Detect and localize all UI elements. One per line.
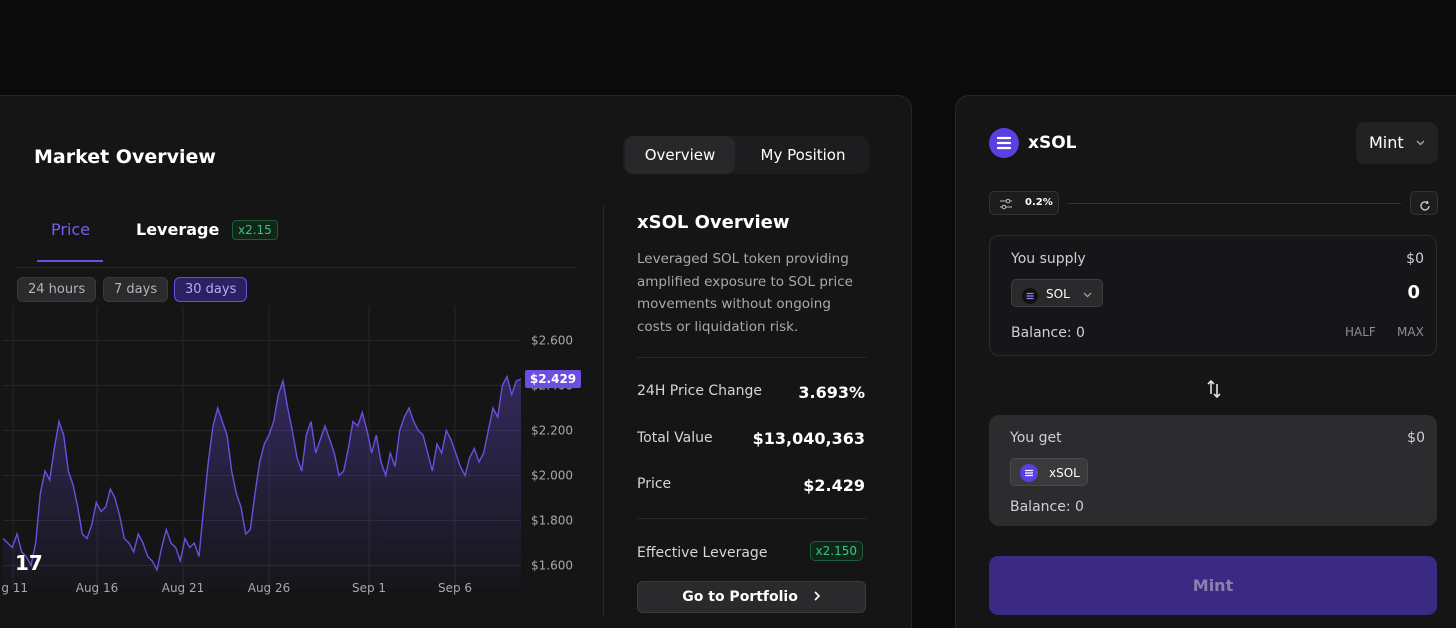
mint-panel: xSOL Mint 0.2% You supply $0 SOL [955,95,1456,628]
market-overview-title: Market Overview [34,146,216,168]
get-token-name: xSOL [1049,466,1080,480]
tab-leverage[interactable]: Leverage [136,220,220,239]
half-button[interactable]: HALF [1345,325,1376,339]
max-button[interactable]: MAX [1397,325,1424,339]
refresh-button[interactable] [1410,191,1438,215]
tab-my-position[interactable]: My Position [760,146,846,164]
current-price-tag [525,369,581,388]
tab-overview[interactable]: Overview [625,136,735,174]
y-tick-label: $1.800 [531,514,573,528]
get-box: You get $0 xSOL Balance: 0 [989,415,1437,526]
price-line [2,374,522,573]
supply-amount-input[interactable] [1260,282,1420,303]
chevron-down-icon [1416,122,1425,164]
y-tick-label: $2.000 [531,469,573,483]
get-label: You get [1010,430,1062,446]
mint-button[interactable]: Mint [989,556,1437,615]
supply-usd-value: $0 [1406,251,1424,267]
sol-token-icon [1022,286,1038,314]
chevron-right-icon [813,589,821,605]
stat-value-total-value: $13,040,363 [752,429,865,448]
vertical-divider [603,206,604,616]
y-tick-label: $1.600 [531,559,573,573]
overview-description: Leveraged SOL token providing amplified … [637,251,853,335]
stat-value-price-change: 3.693% [798,383,865,402]
chart-tabs: Price Leverage x2.15 [17,206,575,268]
market-overview-panel: Market Overview Overview My Position Pri… [0,95,912,628]
stat-label-price: Price [637,476,672,492]
xsol-token-icon [1020,464,1038,492]
swap-arrows-icon[interactable] [1202,377,1226,401]
supply-token-name: SOL [1046,287,1070,301]
effective-leverage-badge: x2.150 [809,541,863,561]
y-tick-label: $2.600 [531,334,573,348]
mode-dropdown-value: Mint [1369,133,1404,152]
active-tab-underline [37,260,103,262]
stat-label-price-change: 24H Price Change [637,383,762,399]
divider [637,357,866,358]
effective-leverage-label: Effective Leverage [637,545,768,561]
tradingview-logo-icon: 17 [15,551,43,575]
slippage-value: 0.2% [1025,197,1053,208]
stat-label-total-value: Total Value [637,430,713,446]
get-balance: Balance: 0 [1010,499,1084,515]
overview-segmented-control: Overview My Position [623,136,869,174]
mode-dropdown[interactable]: Mint [1356,122,1438,164]
chevron-down-icon [1083,280,1092,308]
get-token-pill: xSOL [1010,458,1088,486]
y-tick-label: $2.200 [531,424,573,438]
slippage-button[interactable]: 0.2% [989,191,1059,215]
supply-label: You supply [1011,251,1086,267]
xsol-logo-icon [989,128,1019,158]
go-to-portfolio-button[interactable]: Go to Portfolio [637,581,866,613]
price-area [3,376,521,588]
range-7d-button[interactable]: 7 days [103,277,169,302]
refresh-icon [1419,197,1431,216]
leverage-badge: x2.15 [232,220,278,240]
supply-box: You supply $0 SOL Balance: 0 HALF MAX [989,235,1437,356]
price-chart[interactable]: $2.600$2.400$2.200$2.000$1.800$1.600ıg 1… [1,306,593,606]
overview-title: xSOL Overview [637,212,790,233]
range-24h-button[interactable]: 24 hours [17,277,97,302]
token-title: xSOL [1028,133,1077,153]
get-usd-value: $0 [1407,430,1425,446]
supply-balance: Balance: 0 [1011,325,1085,341]
tab-price[interactable]: Price [51,220,91,239]
portfolio-button-label: Go to Portfolio [682,589,798,605]
divider [637,518,866,519]
divider [1068,203,1401,204]
range-30d-button[interactable]: 30 days [174,277,248,302]
sliders-icon [999,197,1013,219]
current-price-label: $2.429 [530,372,576,386]
stat-value-price: $2.429 [803,476,865,495]
supply-token-selector[interactable]: SOL [1011,279,1103,307]
